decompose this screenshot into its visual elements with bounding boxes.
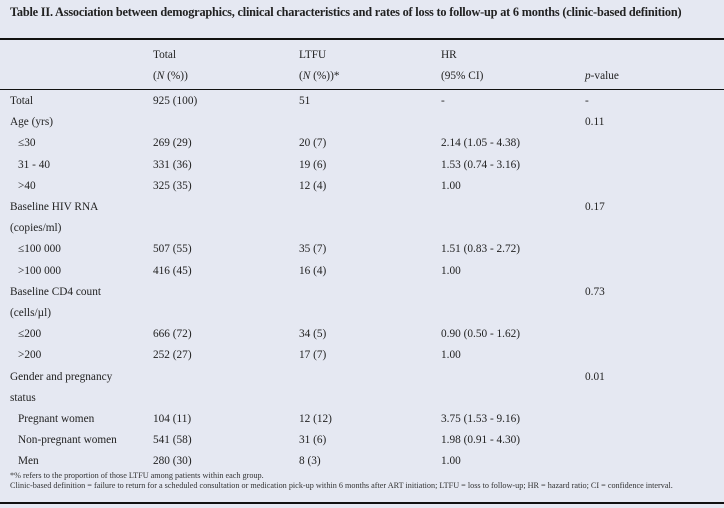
header-p-value: p-value (585, 70, 619, 82)
row-label: Baseline HIV RNA (10, 201, 99, 213)
row-label: (cells/µl) (10, 307, 52, 319)
header-rule (0, 89, 724, 90)
header-row-2: (N (%)) (N (%))* (95% CI) p-value (0, 66, 724, 86)
cell-hr: 1.00 (441, 264, 461, 277)
header-hr: HR (441, 49, 457, 61)
row-label: >200 (18, 349, 42, 362)
table-row: Pregnant women 104 (11) 12 (12) 3.75 (1.53 … (0, 409, 724, 429)
cell-total: 416 (45) (153, 264, 192, 277)
table-row: Men 280 (30) 8 (3) 1.00 (0, 451, 724, 471)
bottom-rule (0, 502, 724, 504)
cell-total: 104 (11) (153, 413, 192, 425)
row-label: Total (10, 95, 34, 107)
header-row-1: Total LTFU HR (0, 45, 724, 65)
cell-ltfu: 35 (7) (299, 243, 327, 256)
cell-hr: 1.53 (0.74 - 3.16) (441, 158, 521, 171)
cell-hr: 1.51 (0.83 - 2.72) (441, 243, 521, 256)
cell-ltfu: 19 (6) (299, 158, 327, 171)
table-row: Baseline HIV RNA 0.17 (0, 197, 724, 217)
header-total: Total (153, 49, 177, 61)
table-row: status (0, 388, 724, 408)
top-rule (0, 38, 724, 40)
cell-ltfu: 16 (4) (299, 264, 327, 277)
cell-total: 507 (55) (153, 243, 192, 256)
header-ltfu: LTFU (299, 49, 327, 61)
table-row: Total 925 (100) 51 - - (0, 91, 724, 111)
row-label: >40 (18, 179, 36, 192)
cell-p-value: 0.11 (585, 116, 605, 129)
footnote-definitions: Clinic-based definition = failure to ret… (10, 480, 673, 490)
table-row: Gender and pregnancy 0.01 (0, 367, 724, 387)
cell-ltfu: 12 (4) (299, 179, 327, 192)
cell-total: 269 (29) (153, 137, 192, 150)
table-row: Non-pregnant women 541 (58) 31 (6) 1.98 (0.… (0, 430, 724, 450)
cell-hr: 2.14 (1.05 - 4.38) (441, 137, 521, 150)
cell-total: 666 (72) (153, 328, 192, 341)
row-label: Gender and pregnancy (10, 370, 113, 383)
cell-ltfu: 31 (6) (299, 434, 327, 447)
cell-total: 325 (35) (153, 179, 192, 192)
table-row: (copies/ml) (0, 218, 724, 238)
row-label: status (10, 391, 36, 404)
row-label: ≤100 000 (18, 243, 61, 256)
table-row: Age (yrs) 0.11 (0, 112, 724, 132)
row-label: Baseline CD4 count (10, 285, 101, 298)
header-ltfu-unit: (N (%))* (299, 70, 340, 82)
header-total-unit: (N (%)) (153, 70, 188, 82)
row-label: 31 - 40 (18, 158, 51, 171)
cell-hr: 1.00 (441, 455, 461, 468)
cell-total: 331 (36) (153, 158, 192, 171)
cell-p-value: 0.01 (585, 370, 605, 383)
cell-ltfu: 12 (12) (299, 413, 332, 425)
cell-hr: 1.00 (441, 349, 461, 362)
footnotes: *% refers to the proportion of those LTF… (10, 471, 710, 490)
row-label: Men (18, 455, 39, 468)
row-label: Non-pregnant women (18, 434, 117, 447)
cell-ltfu: 20 (7) (299, 137, 327, 150)
table-row: (cells/µl) (0, 303, 724, 323)
row-label: (copies/ml) (10, 222, 62, 235)
table-title: Table II. Association between demographi… (10, 5, 682, 19)
cell-ltfu: 51 (299, 95, 311, 107)
row-label: Age (yrs) (10, 116, 53, 129)
row-label: Pregnant women (18, 413, 95, 425)
cell-ltfu: 8 (3) (299, 455, 321, 468)
table-row: Baseline CD4 count 0.73 (0, 282, 724, 302)
footnote-ltfu: *% refers to the proportion of those LTF… (10, 471, 264, 480)
cell-hr: 3.75 (1.53 - 9.16) (441, 413, 521, 425)
cell-p-value: 0.17 (585, 201, 605, 213)
cell-hr: 1.00 (441, 179, 461, 192)
cell-ltfu: 17 (7) (299, 349, 327, 362)
cell-total: 925 (100) (153, 95, 198, 107)
table-row: ≤200 666 (72) 34 (5) 0.90 (0.50 - 1.62) (0, 324, 724, 344)
cell-hr: 1.98 (0.91 - 4.30) (441, 434, 521, 447)
row-label: >100 000 (18, 264, 62, 277)
table-row: >100 000 416 (45) 16 (4) 1.00 (0, 261, 724, 281)
cell-total: 280 (30) (153, 455, 192, 468)
cell-hr: - (441, 95, 445, 107)
table-row: ≤100 000 507 (55) 35 (7) 1.51 (0.83 - 2.72) (0, 239, 724, 259)
cell-ltfu: 34 (5) (299, 328, 327, 341)
cell-total: 252 (27) (153, 349, 192, 362)
cell-hr: 0.90 (0.50 - 1.62) (441, 328, 521, 341)
header-hr-unit: (95% CI) (441, 70, 484, 82)
table-row: >40 325 (35) 12 (4) 1.00 (0, 176, 724, 196)
table-row: 31 - 40 331 (36) 19 (6) 1.53 (0.74 - 3.16) (0, 155, 724, 175)
table-row: >200 252 (27) 17 (7) 1.00 (0, 345, 724, 365)
row-label: ≤200 (18, 328, 42, 341)
row-label: ≤30 (18, 137, 36, 150)
cell-p-value: - (585, 95, 589, 107)
table-row: ≤30 269 (29) 20 (7) 2.14 (1.05 - 4.38) (0, 133, 724, 153)
cell-p-value: 0.73 (585, 285, 605, 298)
cell-total: 541 (58) (153, 434, 192, 447)
